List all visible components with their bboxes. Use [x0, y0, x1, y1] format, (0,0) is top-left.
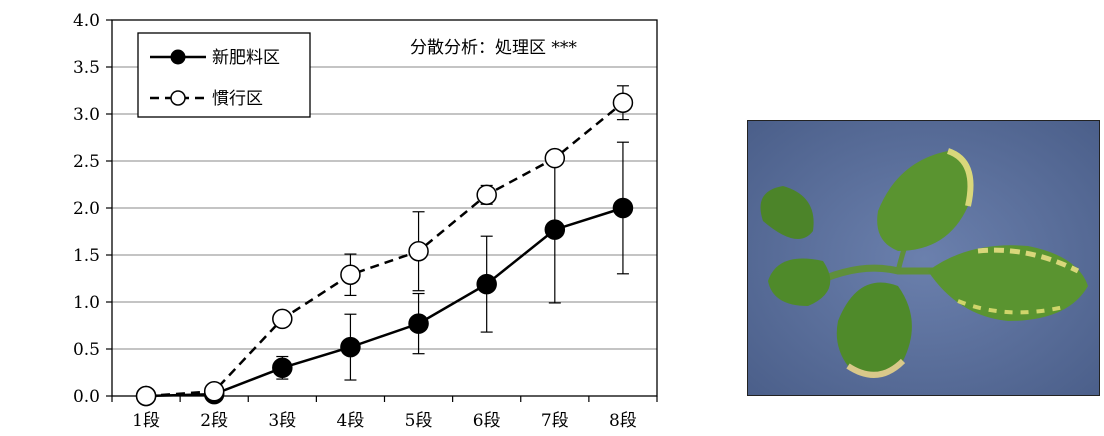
point-series-2: [476, 184, 497, 206]
x-tick-label: 7段: [541, 411, 569, 431]
point-series-2: [408, 240, 429, 262]
series-line-2: [145, 101, 624, 398]
point-series-1: [544, 219, 566, 240]
legend-label-series-1: 新肥料区: [212, 48, 280, 68]
point-series-2: [544, 147, 566, 169]
point-series-1: [612, 197, 634, 219]
y-tick-label: 1.0: [73, 293, 100, 313]
y-tick-label: 3.5: [73, 58, 100, 78]
x-tick-label: 3段: [268, 411, 296, 431]
point-series-1: [340, 336, 361, 358]
y-tick-label: 4.0: [73, 11, 100, 31]
x-tick-labels: 1段 2段 3段 4段 5段 6段 7段 8段: [132, 411, 637, 431]
point-series-2: [612, 92, 634, 113]
y-tick-labels: 0.0 0.5 1.0 1.5 2.0 2.5 3.0 3.5 4.0: [73, 11, 100, 407]
error-bars: [276, 85, 629, 381]
series-lines: [145, 101, 624, 398]
y-tick-label: 0.5: [73, 340, 100, 360]
y-tick-label: 2.5: [73, 152, 100, 172]
x-tick-label: 1段: [132, 411, 160, 431]
point-series-1: [408, 313, 429, 334]
x-tick-label: 6段: [473, 411, 501, 431]
legend: 新肥料区 慣行区: [137, 32, 311, 118]
point-series-1: [272, 357, 293, 379]
point-series-2: [203, 381, 225, 402]
point-series-2: [272, 308, 293, 330]
x-tick-label: 2段: [200, 411, 228, 431]
data-points: [135, 92, 634, 407]
point-series-2: [135, 385, 157, 407]
axes: [106, 19, 658, 402]
x-tick-label: 8段: [609, 411, 637, 431]
legend-marker-filled-circle: [170, 49, 186, 65]
series-line-1: [146, 206, 624, 398]
y-tick-label: 2.0: [73, 199, 100, 219]
x-tick-label: 5段: [405, 411, 433, 431]
point-series-2: [340, 264, 361, 285]
tomato-leaf-photo-icon: [747, 120, 1100, 396]
anova-annotation: 分散分析：処理区 ***: [410, 38, 577, 58]
y-tick-label: 0.0: [73, 387, 100, 407]
y-tick-label: 1.5: [73, 246, 100, 266]
legend-label-series-2: 慣行区: [212, 89, 263, 109]
point-series-1: [476, 273, 497, 295]
x-tick-label: 4段: [337, 411, 365, 431]
legend-marker-open-circle: [170, 90, 186, 106]
y-tick-label: 3.0: [73, 105, 100, 125]
